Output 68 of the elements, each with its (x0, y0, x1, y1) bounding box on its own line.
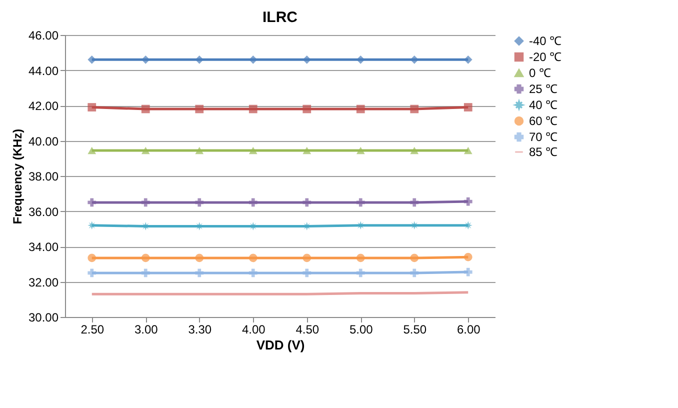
point (410, 268, 419, 278)
chart-title: ILRC (262, 9, 298, 26)
y-tick-label: 36.00 (28, 204, 59, 219)
legend-label: 0 ℃ (529, 66, 552, 80)
point (248, 254, 258, 262)
point (464, 268, 472, 276)
point (356, 104, 365, 114)
legend-label: 40 ℃ (529, 98, 558, 112)
point (195, 146, 204, 154)
point (141, 268, 150, 278)
point (302, 268, 312, 278)
point (356, 146, 365, 154)
point (195, 254, 204, 262)
x-tick-label: 5.50 (403, 322, 427, 336)
point (88, 254, 96, 262)
x-tick-label: 6.00 (456, 322, 481, 336)
point (195, 268, 204, 278)
point (356, 254, 365, 262)
y-tick-label: 42.00 (28, 99, 59, 113)
y-tick-label: 46.00 (28, 28, 59, 42)
point (464, 197, 472, 206)
x-tick-label: 5.00 (349, 322, 374, 336)
point (410, 146, 419, 154)
point (141, 254, 150, 262)
y-tick-label: 40.00 (28, 134, 59, 148)
y-tick-label: 32.00 (28, 275, 59, 290)
legend-label: -20 ℃ (529, 50, 562, 64)
point (248, 146, 258, 154)
point (410, 254, 419, 262)
point (356, 198, 365, 207)
point (195, 198, 204, 207)
x-tick-label: 3.30 (188, 322, 212, 336)
point (88, 198, 96, 207)
legend-label: 85 ℃ (529, 145, 558, 159)
point (248, 198, 258, 207)
point (410, 104, 419, 114)
y-axis-title: Frequency (KHz) (10, 128, 24, 224)
point (141, 198, 150, 207)
y-tick-label: 44.00 (28, 64, 59, 78)
legend-label: 60 ℃ (529, 114, 558, 128)
x-tick-label: 4.00 (242, 322, 266, 336)
point (88, 268, 96, 278)
point (302, 146, 312, 154)
y-tick-label: 34.00 (28, 240, 59, 254)
point (88, 146, 96, 154)
point (248, 268, 258, 278)
x-tick-label: 4.50 (296, 322, 320, 336)
point (464, 146, 472, 154)
point (88, 103, 96, 112)
point (248, 104, 258, 114)
legend-label: -40 ℃ (529, 34, 562, 48)
point (141, 146, 150, 154)
point (356, 268, 365, 278)
point (302, 104, 312, 114)
x-tick-label: 2.50 (80, 322, 104, 336)
x-tick-label: 3.00 (134, 322, 158, 336)
point (141, 104, 150, 114)
point (302, 198, 312, 207)
x-axis-title: VDD (V) (256, 338, 305, 352)
legend-label: 25 ℃ (529, 82, 558, 96)
y-tick-label: 38.00 (28, 170, 59, 184)
y-tick-label: 30.00 (28, 310, 59, 324)
legend-label: 70 ℃ (529, 130, 558, 144)
point (410, 198, 419, 207)
point (195, 104, 204, 114)
point (464, 103, 472, 112)
point (464, 252, 472, 262)
point (302, 254, 312, 262)
